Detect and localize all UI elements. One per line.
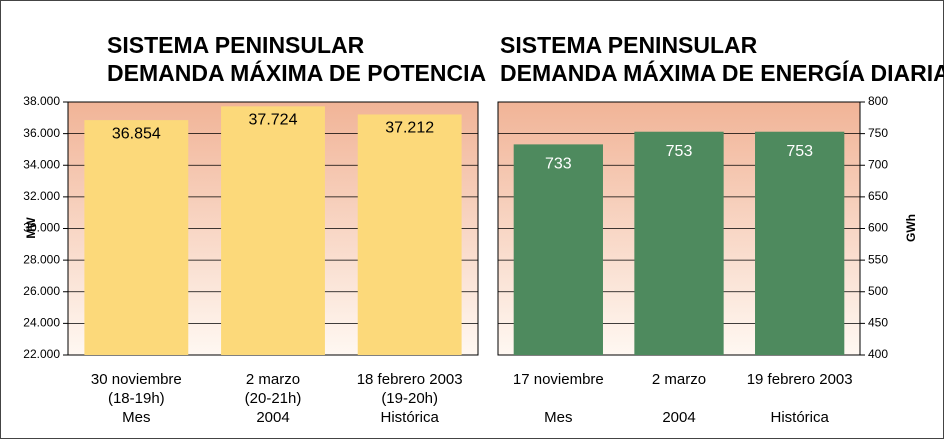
chart-title: SISTEMA PENINSULAR xyxy=(107,32,365,58)
x-tick-label: 19 febrero 2003 xyxy=(747,371,853,388)
value-label: 753 xyxy=(786,143,813,160)
y-tick-label: 38.000 xyxy=(23,94,60,108)
y-tick-label: 28.000 xyxy=(23,252,60,266)
bar xyxy=(84,120,189,355)
y-tick-label: 450 xyxy=(868,316,888,330)
y-axis-label: GWh xyxy=(904,214,918,242)
value-label: 733 xyxy=(545,156,572,173)
y-tick-label: 32.000 xyxy=(23,189,60,203)
y-tick-label: 34.000 xyxy=(23,157,60,171)
value-label: 36.854 xyxy=(112,125,161,142)
x-tick-label: 30 noviembre xyxy=(91,371,182,388)
y-tick-label: 30.000 xyxy=(23,221,60,235)
value-label: 753 xyxy=(666,143,693,160)
bar xyxy=(755,131,845,355)
y-tick-label: 400 xyxy=(868,347,888,361)
bar xyxy=(221,106,325,355)
bar xyxy=(513,144,603,355)
x-tick-label: 2 marzo xyxy=(652,371,706,388)
y-tick-label: 600 xyxy=(868,221,888,235)
x-tick-label: Mes xyxy=(122,409,150,426)
y-tick-label: 36.000 xyxy=(23,126,60,140)
y-tick-label: 750 xyxy=(868,126,888,140)
y-tick-label: 26.000 xyxy=(23,284,60,298)
x-tick-label: 2004 xyxy=(662,409,695,426)
bar xyxy=(634,131,724,355)
x-tick-label: 18 febrero 2003 xyxy=(357,371,463,388)
x-tick-label: 17 noviembre xyxy=(513,371,604,388)
x-tick-label: (18-19h) xyxy=(108,390,165,407)
y-tick-label: 24.000 xyxy=(23,316,60,330)
chart-title: DEMANDA MÁXIMA DE POTENCIA xyxy=(107,59,486,86)
x-tick-label: (20-21h) xyxy=(245,390,302,407)
x-tick-label: 2004 xyxy=(256,409,289,426)
x-tick-label: Mes xyxy=(544,409,572,426)
x-tick-label: Histórica xyxy=(770,409,829,426)
value-label: 37.724 xyxy=(249,112,298,129)
y-tick-label: 650 xyxy=(868,189,888,203)
chart-title: DEMANDA MÁXIMA DE ENERGÍA DIARIA xyxy=(500,59,944,86)
y-tick-label: 550 xyxy=(868,252,888,266)
y-tick-label: 22.000 xyxy=(23,347,60,361)
y-axis-label: MW xyxy=(24,217,38,239)
y-tick-label: 700 xyxy=(868,157,888,171)
x-tick-label: Histórica xyxy=(380,409,439,426)
y-tick-label: 500 xyxy=(868,284,888,298)
chart-title: SISTEMA PENINSULAR xyxy=(500,32,758,58)
value-label: 37.212 xyxy=(385,120,434,137)
y-tick-label: 800 xyxy=(868,94,888,108)
x-tick-label: (19-20h) xyxy=(381,390,438,407)
x-tick-label: 2 marzo xyxy=(246,371,300,388)
bar xyxy=(357,114,462,355)
